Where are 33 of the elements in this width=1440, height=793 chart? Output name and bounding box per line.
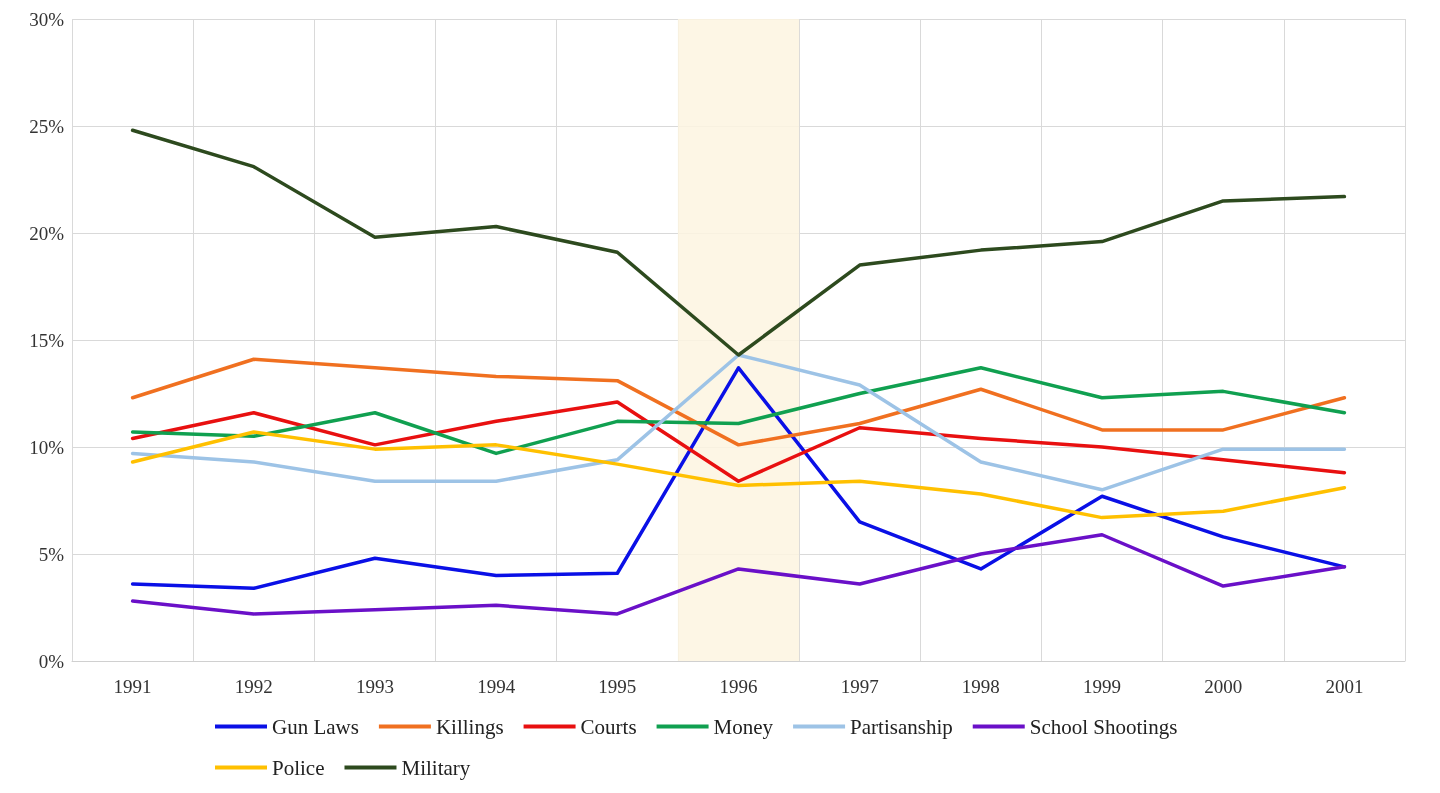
x-tick-label: 1997: [840, 676, 879, 697]
y-tick-label: 0%: [38, 650, 65, 672]
legend-label: Military: [401, 755, 471, 780]
legend-label: Police: [272, 755, 325, 780]
x-tick-label: 1999: [1083, 676, 1122, 697]
line-series: [130, 430, 1347, 520]
y-tick-label: 30%: [29, 8, 65, 30]
legend-label: School Shootings: [1029, 714, 1178, 739]
y-tick-label: 5%: [38, 543, 65, 565]
line-series: [130, 366, 1347, 456]
y-tick-label: 20%: [29, 222, 65, 244]
legend-label: Killings: [435, 714, 504, 739]
x-tick-label: 2000: [1204, 676, 1243, 697]
x-tick-label: 2001: [1325, 676, 1364, 697]
x-tick-label: 1992: [234, 676, 273, 697]
x-tick-label: 1991: [113, 676, 152, 697]
x-tick-label: 1995: [598, 676, 637, 697]
line-series: [130, 128, 1347, 357]
legend-label: Courts: [580, 714, 637, 739]
x-tick-label: 1994: [477, 676, 516, 697]
x-tick-label: 1993: [355, 676, 394, 697]
line-series: [130, 353, 1347, 492]
y-tick-label: 15%: [29, 329, 65, 351]
line-series: [130, 532, 1347, 616]
x-tick-label: 1996: [719, 676, 758, 697]
line-series: [130, 400, 1347, 483]
legend-label: Partisanship: [850, 714, 953, 739]
legend-label: Money: [713, 714, 774, 739]
y-tick-label: 10%: [29, 436, 65, 458]
y-tick-label: 25%: [29, 115, 65, 137]
legend-label: Gun Laws: [272, 714, 359, 739]
line-series: [130, 357, 1347, 447]
x-tick-label: 1998: [961, 676, 1000, 697]
